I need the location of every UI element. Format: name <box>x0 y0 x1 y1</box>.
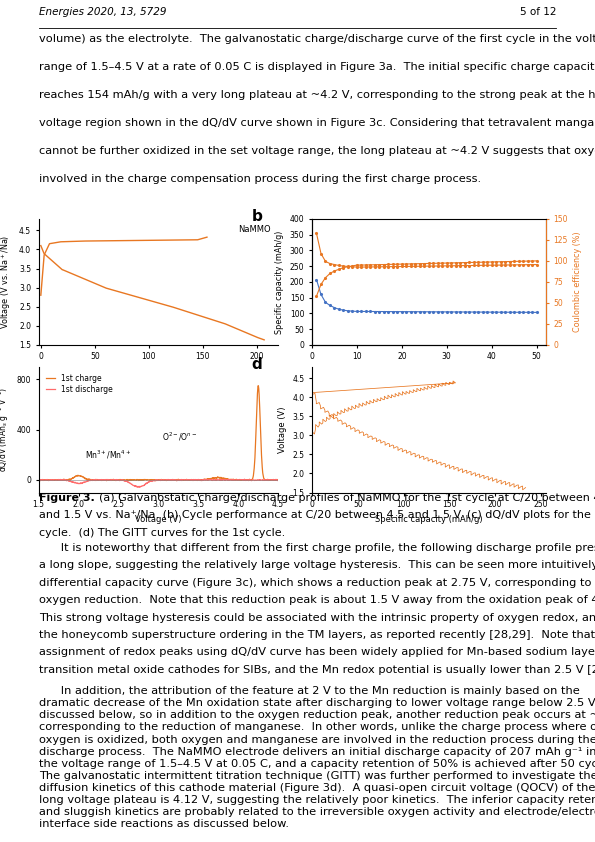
Text: Energies 2020, 13, 5729: Energies 2020, 13, 5729 <box>39 7 166 17</box>
Y-axis label: Voltage (V): Voltage (V) <box>278 407 287 453</box>
Text: d: d <box>251 357 262 371</box>
1st charge <box>255 381 262 391</box>
Text: O$^{2-}$/O$^{n-}$: O$^{2-}$/O$^{n-}$ <box>162 431 198 444</box>
1st discharge <box>268 475 275 485</box>
X-axis label: Specific capacity (mAh/g): Specific capacity (mAh/g) <box>375 514 483 524</box>
1st discharge <box>145 477 152 487</box>
1st discharge <box>48 475 55 485</box>
1st charge <box>268 475 275 485</box>
1st charge <box>152 476 159 486</box>
Y-axis label: dQ/dV (mAh$_s$ g$^{-1}$ V$^{-1}$): dQ/dV (mAh$_s$ g$^{-1}$ V$^{-1}$) <box>0 387 11 472</box>
Text: corresponding to the reduction of manganese.  In other words, unlike the charge : corresponding to the reduction of mangan… <box>39 722 595 733</box>
Text: and sluggish kinetics are probably related to the irreversible oxygen activity a: and sluggish kinetics are probably relat… <box>39 807 595 817</box>
Text: cycle.  (d) The GITT curves for the 1st cycle.: cycle. (d) The GITT curves for the 1st c… <box>39 528 285 538</box>
Text: NaMMO: NaMMO <box>239 225 271 234</box>
Text: It is noteworthy that different from the first charge profile, the following dis: It is noteworthy that different from the… <box>39 543 595 553</box>
Text: The galvanostatic intermittent titration technique (GITT) was further performed : The galvanostatic intermittent titration… <box>39 770 595 781</box>
X-axis label: Cycle numbers: Cycle numbers <box>397 367 461 376</box>
Text: the voltage range of 1.5–4.5 V at 0.05 C, and a capacity retention of 50% is ach: the voltage range of 1.5–4.5 V at 0.05 C… <box>39 759 595 769</box>
Text: cannot be further oxidized in the set voltage range, the long plateau at ~4.2 V : cannot be further oxidized in the set vo… <box>39 146 595 156</box>
1st discharge <box>268 475 275 485</box>
1st charge <box>145 475 152 485</box>
Text: This strong voltage hysteresis could be associated with the intrinsic property o: This strong voltage hysteresis could be … <box>39 613 595 622</box>
1st charge <box>35 475 42 485</box>
1st charge <box>268 475 275 485</box>
Y-axis label: Voltage (V vs. Na$^+$/Na): Voltage (V vs. Na$^+$/Na) <box>0 235 13 329</box>
Text: reaches 154 mAh/g with a very long plateau at ~4.2 V, corresponding to the stron: reaches 154 mAh/g with a very long plate… <box>39 90 595 100</box>
Text: differential capacity curve (Figure 3c), which shows a reduction peak at 2.75 V,: differential capacity curve (Figure 3c),… <box>39 578 595 588</box>
Text: and 1.5 V vs. Na⁺/Na. (b) Cycle performance at C/20 between 4.5 and 1.5 V. (c) d: and 1.5 V vs. Na⁺/Na. (b) Cycle performa… <box>39 510 595 520</box>
1st discharge <box>152 475 159 485</box>
Text: b: b <box>251 209 262 224</box>
Text: In addition, the attribution of the feature at 2 V to the Mn reduction is mainly: In addition, the attribution of the feat… <box>39 686 580 696</box>
Y-axis label: Specific capacity (mAh/g): Specific capacity (mAh/g) <box>275 230 284 333</box>
Text: diffusion kinetics of this cathode material (Figure 3d).  A quasi-open circuit v: diffusion kinetics of this cathode mater… <box>39 783 595 793</box>
Text: involved in the charge compensation process during the first charge process.: involved in the charge compensation proc… <box>39 174 481 184</box>
1st discharge <box>224 475 231 485</box>
1st discharge <box>241 474 248 484</box>
1st charge <box>152 475 159 485</box>
Text: interface side reactions as discussed below.: interface side reactions as discussed be… <box>39 819 289 829</box>
1st charge <box>275 475 282 485</box>
X-axis label: Specific capacity (mAh/g): Specific capacity (mAh/g) <box>105 367 212 376</box>
Text: a long slope, suggesting the relatively large voltage hysteresis.  This can be s: a long slope, suggesting the relatively … <box>39 561 595 571</box>
Legend: 1st charge, 1st discharge: 1st charge, 1st discharge <box>42 370 115 397</box>
1st discharge <box>35 475 42 485</box>
1st discharge <box>275 475 282 485</box>
Y-axis label: Coulombic efficiency (%): Coulombic efficiency (%) <box>573 232 583 333</box>
1st charge <box>48 475 55 485</box>
Text: (a) Galvanostatic charge/discharge profiles of NaMMO for the 1st cycle at C/20 b: (a) Galvanostatic charge/discharge profi… <box>99 493 595 503</box>
Text: range of 1.5–4.5 V at a rate of 0.05 C is displayed in Figure 3a.  The initial s: range of 1.5–4.5 V at a rate of 0.05 C i… <box>39 61 595 72</box>
Text: assignment of redox peaks using dQ/dV curve has been widely applied for Mn-based: assignment of redox peaks using dQ/dV cu… <box>39 647 595 658</box>
Text: 5 of 12: 5 of 12 <box>520 7 556 17</box>
Text: voltage region shown in the dQ/dV curve shown in Figure 3c. Considering that tet: voltage region shown in the dQ/dV curve … <box>39 118 595 128</box>
Text: long voltage plateau is 4.12 V, suggesting the relatively poor kinetics.  The in: long voltage plateau is 4.12 V, suggesti… <box>39 795 595 805</box>
Text: Mn$^{3+}$/Mn$^{4+}$: Mn$^{3+}$/Mn$^{4+}$ <box>85 449 131 461</box>
Text: Figure 3.: Figure 3. <box>39 493 95 503</box>
1st charge <box>224 474 231 484</box>
1st discharge <box>134 482 142 493</box>
Text: transition metal oxide cathodes for SIBs, and the Mn redox potential is usually : transition metal oxide cathodes for SIBs… <box>39 665 595 674</box>
Line: 1st charge: 1st charge <box>39 386 278 481</box>
Text: oxygen is oxidized, both oxygen and manganese are involved in the reduction proc: oxygen is oxidized, both oxygen and mang… <box>39 734 595 744</box>
Text: volume) as the electrolyte.  The galvanostatic charge/discharge curve of the fir: volume) as the electrolyte. The galvanos… <box>39 34 595 44</box>
Text: discharge process.  The NaMMO electrode delivers an initial discharge capacity o: discharge process. The NaMMO electrode d… <box>39 747 595 757</box>
Text: oxygen reduction.  Note that this reduction peak is about 1.5 V away from the ox: oxygen reduction. Note that this reducti… <box>39 595 595 605</box>
Text: discussed below, so in addition to the oxygen reduction peak, another reduction : discussed below, so in addition to the o… <box>39 711 595 721</box>
Text: dramatic decrease of the Mn oxidation state after discharging to lower voltage r: dramatic decrease of the Mn oxidation st… <box>39 698 595 708</box>
Text: the honeycomb superstructure ordering in the TM layers, as reported recently [28: the honeycomb superstructure ordering in… <box>39 630 595 640</box>
Line: 1st discharge: 1st discharge <box>39 479 278 488</box>
X-axis label: Voltage (V): Voltage (V) <box>135 514 181 524</box>
